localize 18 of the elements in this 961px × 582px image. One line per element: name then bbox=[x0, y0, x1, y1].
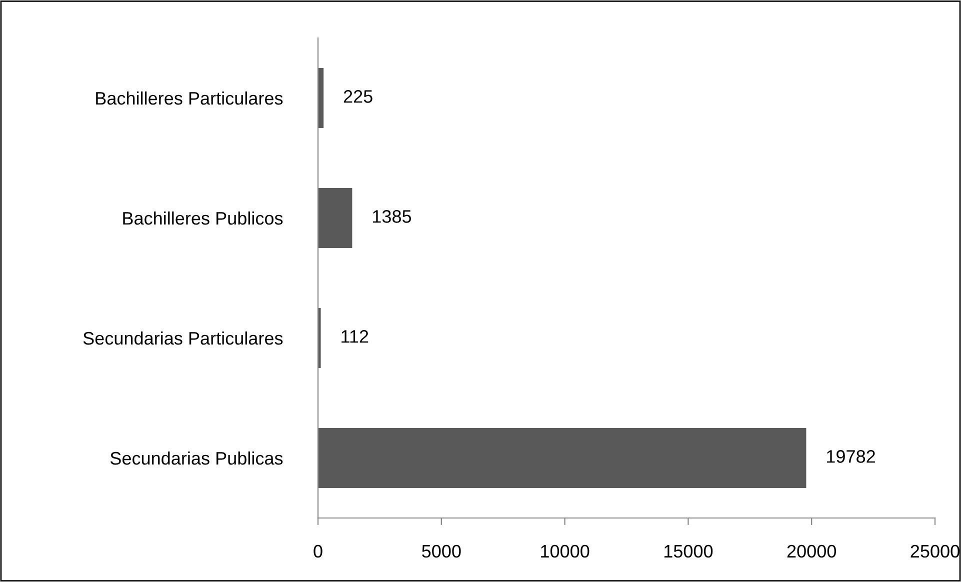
x-tick-label: 0 bbox=[314, 544, 322, 558]
x-tick-label: 5000 bbox=[422, 544, 461, 558]
x-tick-label: 25000 bbox=[910, 544, 960, 558]
data-label: 112 bbox=[342, 330, 368, 343]
x-tick-label: 15000 bbox=[664, 544, 713, 558]
x-tick-label: 20000 bbox=[787, 544, 836, 558]
bar bbox=[318, 188, 352, 248]
y-tick-label: Bachilleres Publicos bbox=[123, 211, 283, 225]
y-tick-label: Bachilleres Particulares bbox=[96, 91, 283, 105]
data-label: 1385 bbox=[373, 210, 412, 223]
bar bbox=[318, 428, 806, 488]
bar bbox=[318, 308, 321, 368]
y-tick-label: Secundarias Publicas bbox=[110, 451, 283, 465]
x-tick-label: 10000 bbox=[541, 544, 590, 558]
data-label: 19782 bbox=[827, 450, 875, 463]
bar bbox=[318, 68, 324, 128]
y-tick-label: Secundarias Particulares bbox=[83, 331, 283, 345]
data-label: 225 bbox=[344, 90, 372, 103]
